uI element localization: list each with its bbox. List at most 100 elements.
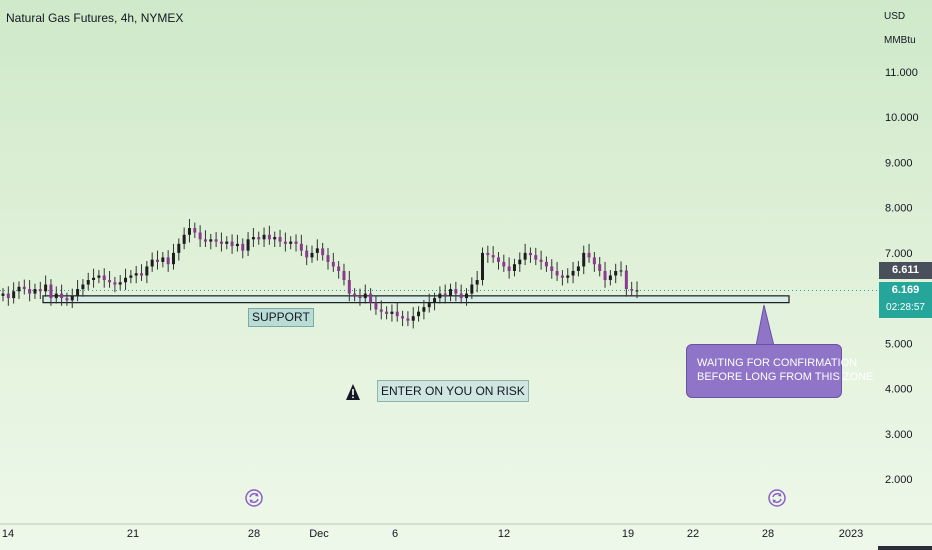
candle-body <box>614 270 618 276</box>
candle-body <box>273 237 277 240</box>
candle-body <box>28 289 32 294</box>
candle-body <box>44 284 48 292</box>
price-tick-label: 2.000 <box>885 474 913 486</box>
candle-body <box>401 316 405 319</box>
candle-body <box>203 239 207 242</box>
candle-body <box>443 293 447 296</box>
candle-body <box>81 284 85 290</box>
candle-body <box>592 257 596 265</box>
candle-body <box>459 293 463 299</box>
candle-body <box>171 252 175 265</box>
candle-body <box>54 293 58 299</box>
candle-body <box>566 275 570 278</box>
candle-body <box>337 266 341 271</box>
time-tick-label: 2023 <box>839 528 863 540</box>
candle-body <box>198 232 202 240</box>
candle-body <box>86 280 90 285</box>
time-tick-label: 14 <box>2 528 14 540</box>
time-tick-label: 28 <box>248 528 260 540</box>
candle-body <box>576 266 580 271</box>
candle-body <box>518 259 522 265</box>
candle-body <box>624 270 628 290</box>
candle-body <box>480 252 484 281</box>
price-tick-label: 8.000 <box>885 203 913 215</box>
candle-body <box>550 266 554 271</box>
candle-body <box>406 318 410 321</box>
callout-box[interactable]: WAITING FOR CONFIRMATION BEFORE LONG FRO… <box>686 344 873 398</box>
candle-body <box>534 255 538 260</box>
candle-body <box>241 243 245 251</box>
candle-body <box>225 241 229 244</box>
candle-body <box>76 289 80 296</box>
candle-body <box>134 273 138 276</box>
candle-body <box>491 255 495 258</box>
candle-body <box>363 293 367 299</box>
candle-body <box>33 289 37 294</box>
candle-body <box>496 257 500 262</box>
ref-price-tag-bg <box>879 282 932 318</box>
candle-body <box>12 291 16 299</box>
candle-body <box>108 280 112 283</box>
candle-body <box>70 295 74 301</box>
candle-body <box>113 282 117 285</box>
candle-body <box>587 252 591 258</box>
candle-body <box>235 243 239 247</box>
candle-body <box>299 243 303 251</box>
candle-body <box>603 270 607 281</box>
candle-body <box>321 248 325 256</box>
price-tick-label: 10.000 <box>885 112 919 124</box>
candle-body <box>17 286 21 292</box>
axis-corner <box>878 546 932 550</box>
candle-body <box>102 275 106 281</box>
candle-body <box>630 289 634 291</box>
warning-icon <box>346 384 360 400</box>
candle-body <box>118 282 122 285</box>
candle-body <box>150 259 154 267</box>
candle-body <box>422 307 426 312</box>
candle-body <box>193 228 197 233</box>
candle-body <box>358 295 362 299</box>
candle-body <box>246 239 250 251</box>
candle-body <box>342 270 346 281</box>
candle-body <box>528 252 532 256</box>
candle-body <box>571 270 575 276</box>
countdown-timer: 02:28:57 <box>886 302 925 313</box>
candle-body <box>555 270 559 276</box>
candle-body <box>294 241 298 244</box>
candle-body <box>156 259 160 262</box>
enter-label[interactable]: ENTER ON YOU ON RISK <box>377 380 529 402</box>
candle-body <box>454 289 458 294</box>
time-tick-label: 22 <box>687 528 699 540</box>
candle-body <box>390 311 394 314</box>
sync-icon[interactable] <box>245 489 263 507</box>
candle-body <box>305 250 309 258</box>
candle-body <box>502 261 506 267</box>
candle-body <box>353 293 357 296</box>
price-tick-label: 4.000 <box>885 384 913 396</box>
candle-body <box>214 239 218 242</box>
last-price-tag: 6.611 <box>879 262 932 279</box>
candle-body <box>187 228 191 235</box>
candle-body <box>161 257 165 262</box>
callout-line-1: WAITING FOR CONFIRMATION <box>697 357 858 369</box>
price-tick-label: 7.000 <box>885 248 913 260</box>
sync-icon[interactable] <box>768 489 786 507</box>
candle-body <box>539 259 543 262</box>
time-tick-label: 28 <box>762 528 774 540</box>
support-zone <box>42 295 790 304</box>
candle-body <box>411 316 415 321</box>
candle-body <box>385 311 389 314</box>
candle-body <box>427 302 431 308</box>
support-label[interactable]: SUPPORT <box>248 308 314 327</box>
candle-body <box>635 290 639 292</box>
candle-body <box>267 234 271 240</box>
price-tick-label: 3.000 <box>885 429 913 441</box>
candle-body <box>310 252 314 258</box>
unit-label: MMBtu <box>884 35 916 46</box>
candle-body <box>326 255 330 262</box>
candle-body <box>582 252 586 267</box>
candle-body <box>315 248 319 253</box>
candle-body <box>230 241 234 247</box>
